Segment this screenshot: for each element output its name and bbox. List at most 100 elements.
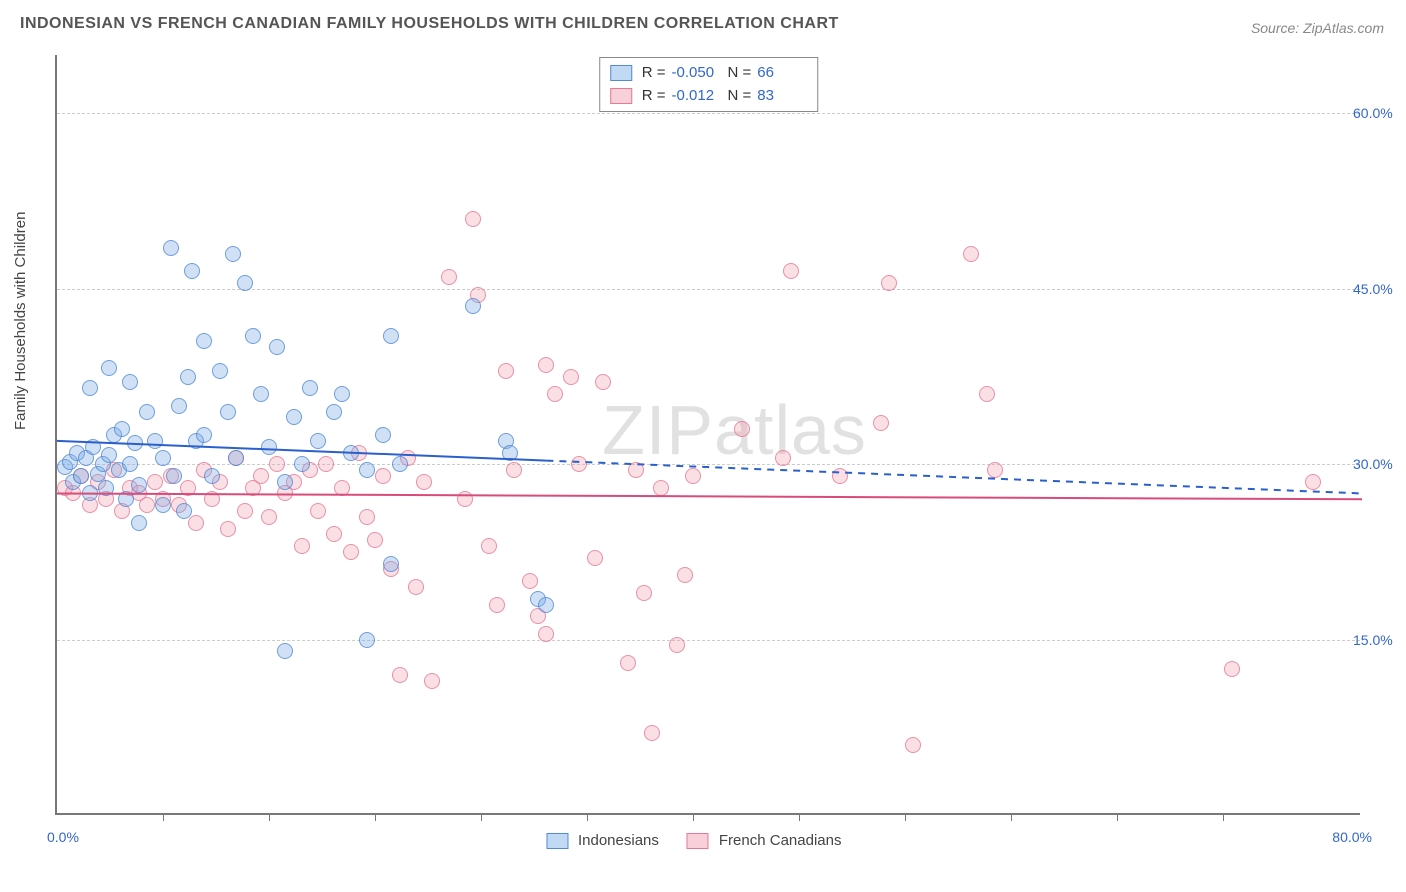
scatter-point-a bbox=[101, 447, 117, 463]
scatter-point-a bbox=[127, 435, 143, 451]
scatter-point-a bbox=[375, 427, 391, 443]
scatter-point-b bbox=[441, 269, 457, 285]
scatter-point-b bbox=[547, 386, 563, 402]
scatter-point-b bbox=[538, 357, 554, 373]
x-tick-minor bbox=[269, 813, 270, 821]
scatter-point-a bbox=[334, 386, 350, 402]
x-tick-minor bbox=[481, 813, 482, 821]
scatter-point-a bbox=[82, 380, 98, 396]
scatter-point-b bbox=[237, 503, 253, 519]
scatter-point-a bbox=[166, 468, 182, 484]
stats-row-b: R = -0.012 N = 83 bbox=[610, 85, 808, 108]
x-tick-minor bbox=[905, 813, 906, 821]
scatter-point-b bbox=[979, 386, 995, 402]
scatter-point-b bbox=[253, 468, 269, 484]
gridline bbox=[57, 640, 1360, 641]
scatter-point-a bbox=[302, 380, 318, 396]
scatter-point-a bbox=[294, 456, 310, 472]
y-tick-label: 30.0% bbox=[1353, 456, 1406, 472]
scatter-point-b bbox=[595, 374, 611, 390]
scatter-point-a bbox=[73, 468, 89, 484]
x-tick-minor bbox=[587, 813, 588, 821]
stats-legend-box: R = -0.050 N = 66 R = -0.012 N = 83 bbox=[599, 57, 819, 112]
scatter-point-a bbox=[101, 360, 117, 376]
scatter-point-b bbox=[375, 468, 391, 484]
x-axis-min-label: 0.0% bbox=[47, 829, 79, 845]
scatter-point-b bbox=[318, 456, 334, 472]
legend-b-label: French Canadians bbox=[719, 832, 842, 849]
scatter-point-a bbox=[98, 480, 114, 496]
swatch-a-icon bbox=[610, 65, 632, 81]
scatter-point-b bbox=[147, 474, 163, 490]
scatter-point-a bbox=[253, 386, 269, 402]
scatter-point-a bbox=[147, 433, 163, 449]
x-axis-max-label: 80.0% bbox=[1332, 829, 1372, 845]
x-tick-minor bbox=[375, 813, 376, 821]
scatter-point-b bbox=[416, 474, 432, 490]
scatter-point-a bbox=[139, 404, 155, 420]
scatter-point-b bbox=[139, 497, 155, 513]
scatter-point-b bbox=[873, 415, 889, 431]
scatter-point-b bbox=[367, 532, 383, 548]
scatter-point-b bbox=[881, 275, 897, 291]
scatter-point-b bbox=[220, 521, 236, 537]
scatter-point-a bbox=[277, 474, 293, 490]
scatter-point-b bbox=[620, 655, 636, 671]
scatter-point-a bbox=[196, 333, 212, 349]
scatter-point-a bbox=[180, 369, 196, 385]
scatter-point-a bbox=[85, 439, 101, 455]
scatter-point-a bbox=[310, 433, 326, 449]
scatter-point-b bbox=[563, 369, 579, 385]
stat-R-label: R = bbox=[642, 62, 666, 85]
scatter-point-b bbox=[1224, 661, 1240, 677]
scatter-point-a bbox=[359, 462, 375, 478]
scatter-point-b bbox=[343, 544, 359, 560]
source-attribution: Source: ZipAtlas.com bbox=[1251, 20, 1384, 36]
scatter-point-b bbox=[677, 567, 693, 583]
scatter-point-b bbox=[269, 456, 285, 472]
scatter-point-a bbox=[502, 445, 518, 461]
scatter-point-b bbox=[783, 263, 799, 279]
scatter-point-b bbox=[1305, 474, 1321, 490]
x-tick-minor bbox=[799, 813, 800, 821]
x-tick-minor bbox=[163, 813, 164, 821]
swatch-b-icon bbox=[610, 88, 632, 104]
scatter-point-b bbox=[334, 480, 350, 496]
scatter-point-b bbox=[204, 491, 220, 507]
scatter-point-a bbox=[176, 503, 192, 519]
x-tick-minor bbox=[1011, 813, 1012, 821]
trend-lines bbox=[57, 55, 1362, 815]
scatter-point-b bbox=[457, 491, 473, 507]
scatter-point-a bbox=[163, 240, 179, 256]
scatter-point-a bbox=[237, 275, 253, 291]
scatter-point-a bbox=[277, 643, 293, 659]
gridline bbox=[57, 464, 1360, 465]
stat-b-N-value: 83 bbox=[757, 85, 807, 108]
scatter-point-b bbox=[392, 667, 408, 683]
scatter-point-a bbox=[245, 328, 261, 344]
legend-item-b: French Canadians bbox=[687, 832, 842, 849]
scatter-point-b bbox=[685, 468, 701, 484]
x-tick-minor bbox=[1223, 813, 1224, 821]
swatch-b-icon bbox=[687, 833, 709, 849]
scatter-point-b bbox=[987, 462, 1003, 478]
scatter-point-b bbox=[506, 462, 522, 478]
scatter-point-b bbox=[832, 468, 848, 484]
gridline bbox=[57, 113, 1360, 114]
y-tick-label: 60.0% bbox=[1353, 105, 1406, 121]
legend-bottom: Indonesians French Canadians bbox=[546, 832, 841, 849]
scatter-point-a bbox=[465, 298, 481, 314]
scatter-point-b bbox=[734, 421, 750, 437]
scatter-point-b bbox=[628, 462, 644, 478]
scatter-point-a bbox=[122, 456, 138, 472]
scatter-point-b bbox=[522, 573, 538, 589]
scatter-point-b bbox=[636, 585, 652, 601]
stat-N-label: N = bbox=[728, 62, 752, 85]
plot-area: 15.0%30.0%45.0%60.0% 0.0% 80.0% ZIPatlas… bbox=[55, 55, 1360, 815]
scatter-point-b bbox=[310, 503, 326, 519]
scatter-point-a bbox=[359, 632, 375, 648]
scatter-point-a bbox=[155, 450, 171, 466]
scatter-point-a bbox=[269, 339, 285, 355]
scatter-point-a bbox=[383, 556, 399, 572]
y-tick-label: 15.0% bbox=[1353, 632, 1406, 648]
